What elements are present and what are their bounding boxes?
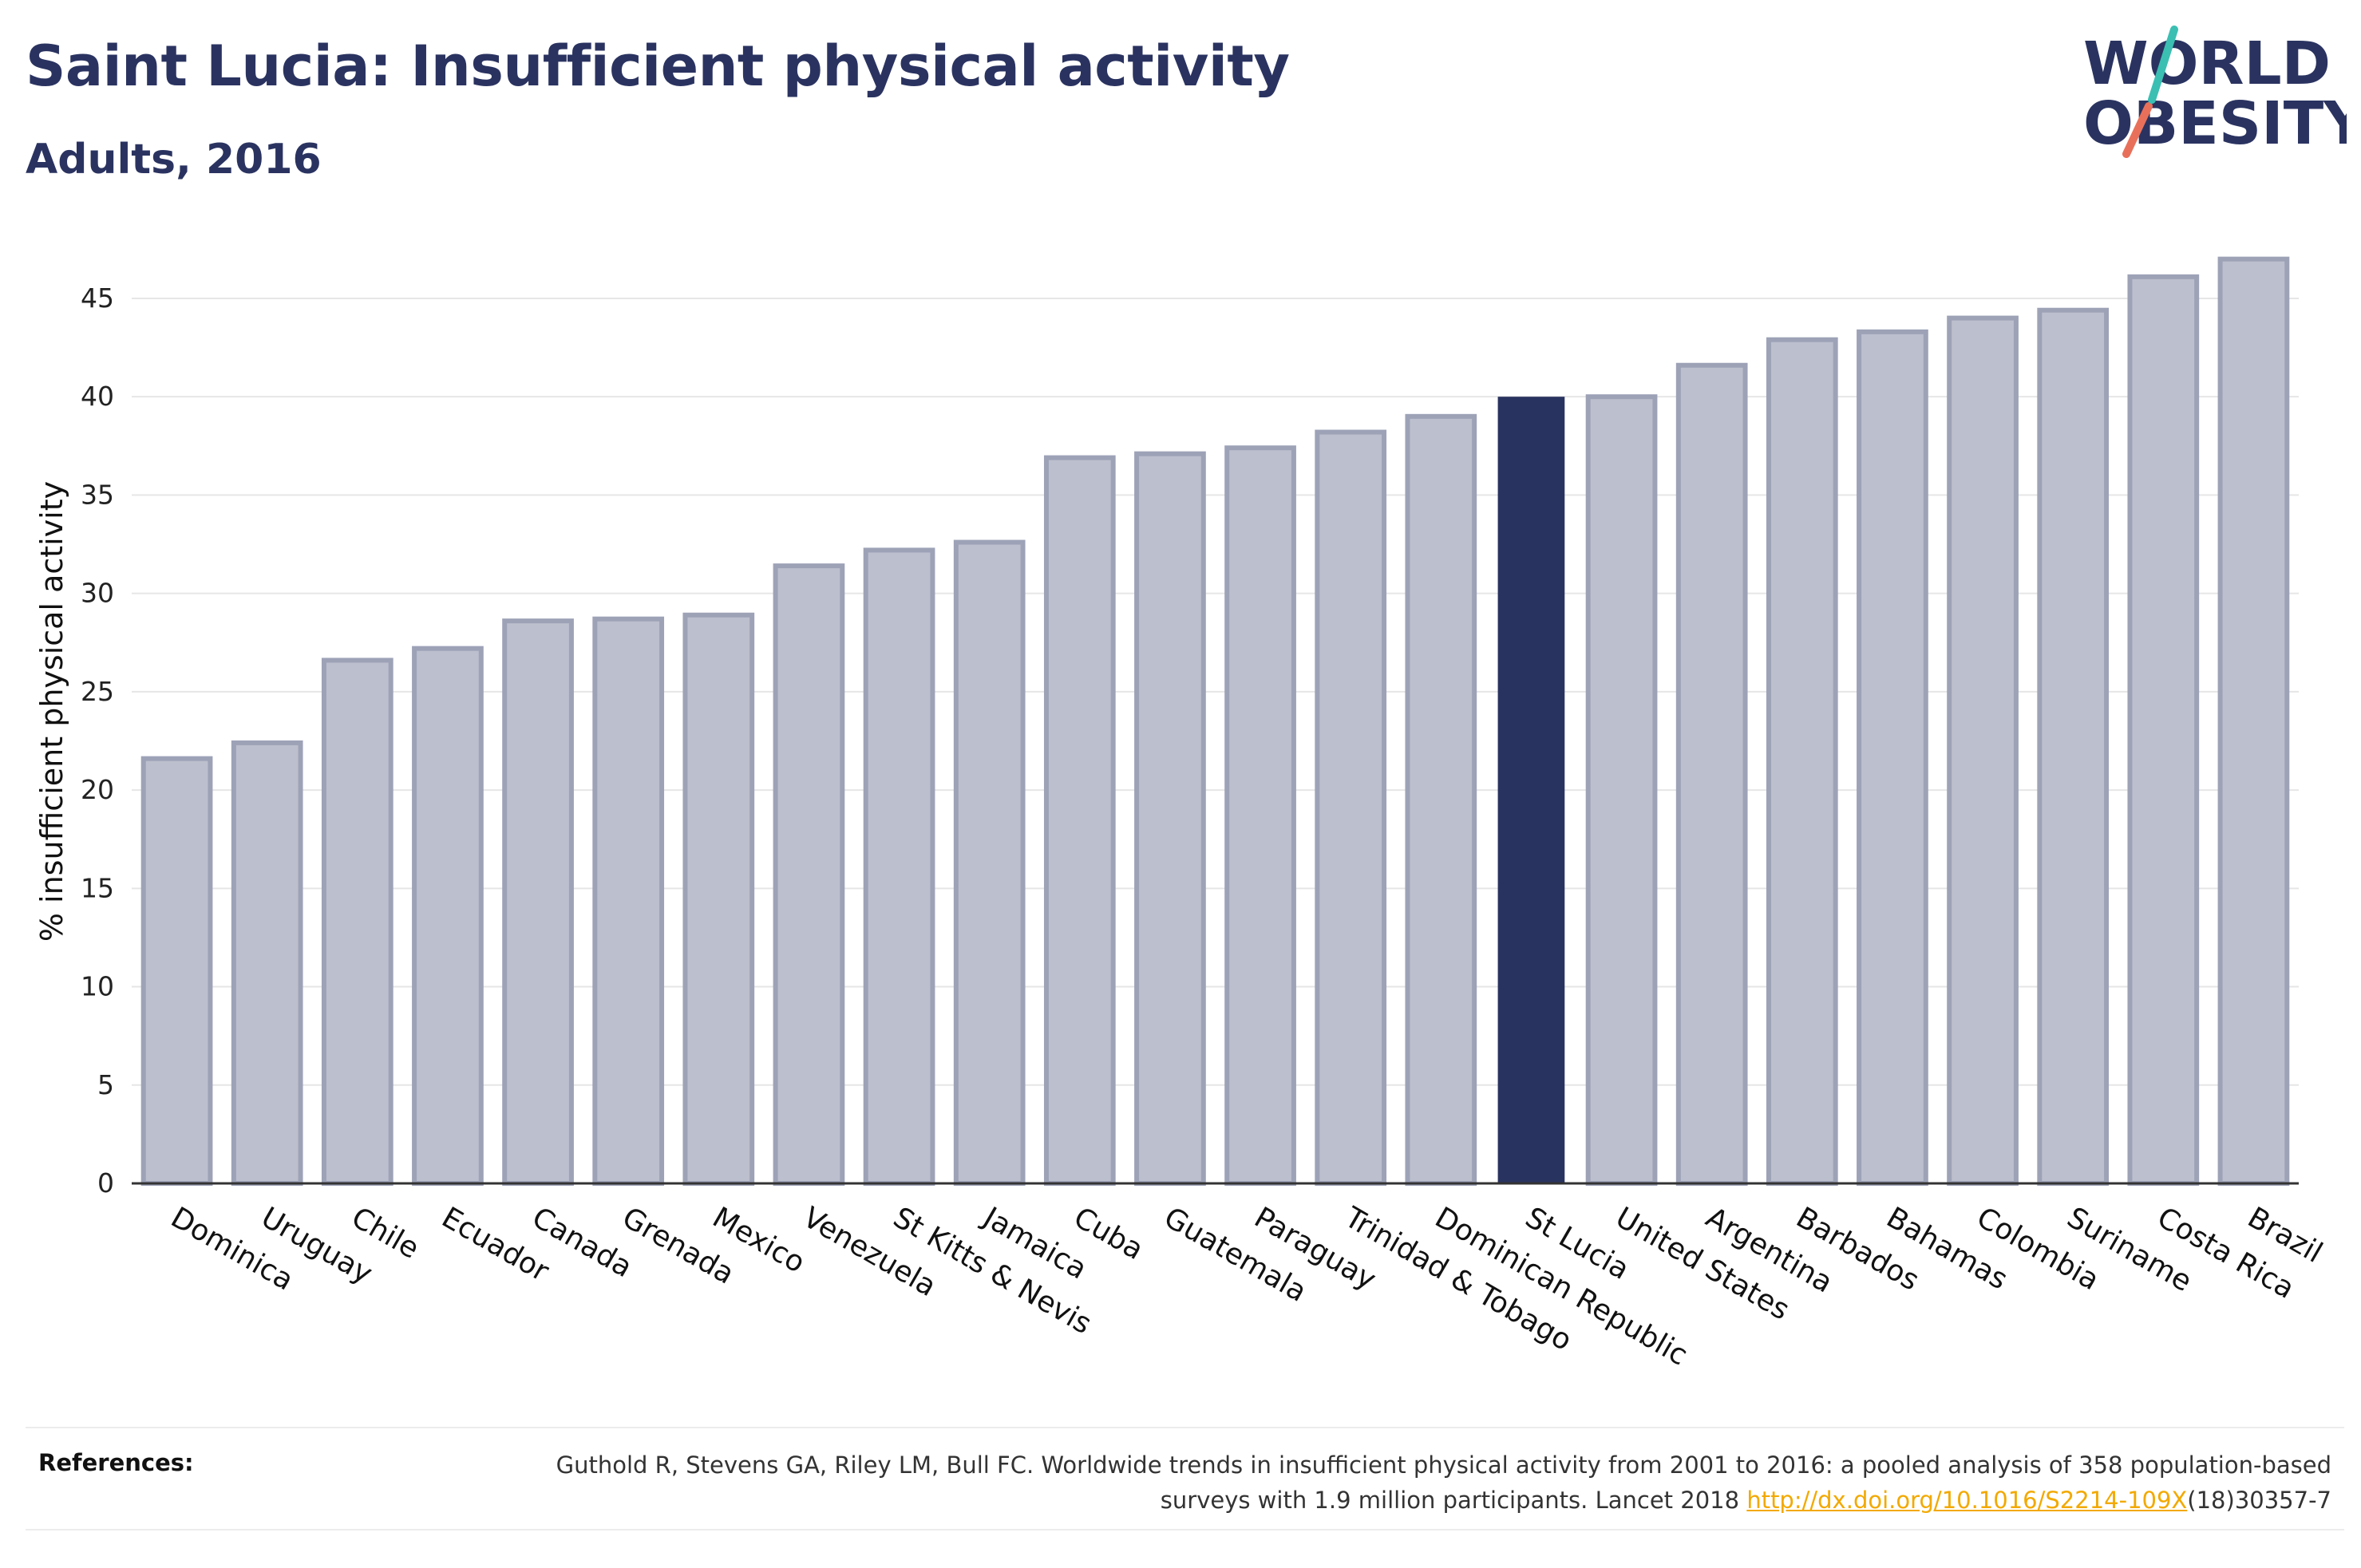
bar-highlight-st-lucia (1497, 397, 1565, 1184)
y-tick-label: 30 (81, 578, 114, 609)
references-text: Guthold R, Stevens GA, Riley LM, Bull FC… (496, 1448, 2331, 1518)
y-tick-label: 15 (81, 872, 114, 903)
bar-grenada (592, 616, 665, 1186)
bar-bahamas (1857, 329, 1928, 1186)
bar-ecuador (412, 646, 484, 1186)
bar-costa-rica (2127, 274, 2200, 1187)
y-tick-label: 5 (97, 1069, 114, 1100)
logo-line-1: WORLD (2083, 30, 2331, 98)
bar-st-kitts-nevis (863, 547, 935, 1186)
bar-argentina (1675, 362, 1748, 1187)
y-tick-label: 10 (81, 971, 114, 1002)
bar-colombia (1947, 315, 2019, 1186)
bar-suriname (2037, 307, 2110, 1187)
bar-barbados (1766, 337, 1838, 1187)
y-tick-label: 35 (81, 479, 114, 510)
chart-subtitle: Adults, 2016 (26, 136, 322, 184)
references-doi-link[interactable]: http://dx.doi.org/10.1016/S2214-109X (1746, 1487, 2188, 1514)
y-tick-label: 20 (81, 774, 114, 805)
logo-slash-teal (2148, 26, 2178, 104)
bar-chart: 0 5 10 15 20 25 30 35 40 45 % insufficient physica… (34, 256, 2327, 1372)
references-label: References: (38, 1449, 194, 1476)
references-suffix: (18)30357-7 (2187, 1487, 2331, 1514)
y-tick-label: 45 (81, 282, 114, 314)
bar-jamaica (953, 539, 1026, 1186)
bar-uruguay (231, 740, 303, 1186)
bar-guatemala (1134, 451, 1206, 1186)
bar-brazil (2217, 256, 2290, 1186)
bar-dominican-republic (1405, 413, 1477, 1186)
bar-cuba (1043, 455, 1116, 1186)
bar-chile (321, 658, 394, 1186)
y-tick-label: 0 (97, 1167, 114, 1199)
references-box: References: Guthold R, Stevens GA, Riley… (26, 1427, 2344, 1530)
bar-trinidad-tobago (1315, 429, 1387, 1186)
bar-canada (502, 618, 574, 1186)
y-tick-label: 25 (81, 676, 114, 707)
y-axis-label: % insufficient physical activity (34, 481, 69, 942)
world-obesity-logo: WORLD OBESITY (2083, 26, 2347, 158)
bar-dominica (140, 756, 213, 1186)
logo-slash-coral (2122, 102, 2153, 158)
bar-venezuela (773, 563, 845, 1186)
chart-title: Saint Lucia: Insufficient physical activ… (26, 34, 1290, 99)
y-tick-label: 40 (81, 381, 114, 412)
references-citation: Guthold R, Stevens GA, Riley LM, Bull FC… (556, 1451, 2331, 1514)
bar-mexico (682, 612, 755, 1186)
bar-united-states (1585, 394, 1658, 1186)
bar-paraguay (1224, 445, 1296, 1186)
